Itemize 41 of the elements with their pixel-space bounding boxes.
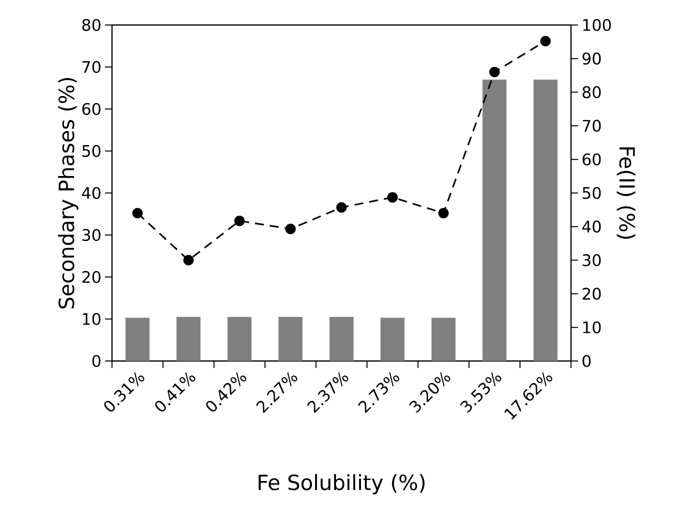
point [336, 202, 347, 213]
point [489, 66, 500, 78]
bar [330, 316, 354, 361]
point [132, 208, 143, 218]
y-tick-label: 70 [82, 60, 100, 74]
point [387, 192, 398, 203]
y-tick-label: 30 [82, 228, 100, 242]
bar [432, 318, 456, 361]
point [285, 224, 296, 234]
y-axis-title: Secondary Phases (%) [58, 78, 78, 308]
y2-tick-label: 80 [582, 86, 601, 98]
x-axis-title: Fe Solubility (%) [258, 474, 425, 494]
point [234, 216, 245, 226]
y2-tick-label: 0 [582, 354, 591, 368]
y-tick-label: 40 [82, 186, 100, 200]
y2-tick-label: 90 [582, 52, 601, 65]
y-tick-label: 60 [82, 102, 100, 116]
bar [126, 318, 150, 361]
y2-tick-label: 100 [583, 18, 611, 32]
y-tick-label: 10 [82, 312, 100, 326]
bar [278, 316, 303, 361]
y2-tick-label: 70 [582, 120, 601, 132]
point [183, 254, 194, 266]
y-tick-label: 80 [82, 18, 100, 32]
bar [482, 80, 506, 361]
point [438, 208, 449, 218]
y2-axis-title: Fe(II) (%) [616, 147, 636, 239]
bar [380, 318, 404, 361]
y2-tick-label: 20 [582, 288, 601, 300]
y-tick-label: 0 [92, 354, 100, 368]
y2-tick-label: 50 [582, 186, 601, 200]
bar [534, 80, 558, 361]
bar [176, 316, 201, 361]
point [540, 36, 551, 46]
y2-tick-label: 30 [582, 254, 601, 266]
y2-tick-label: 40 [582, 220, 601, 233]
y-tick-label: 50 [82, 144, 100, 158]
y2-tick-label: 60 [582, 153, 601, 166]
bar [228, 316, 252, 361]
y2-tick-label: 10 [583, 321, 601, 334]
y-tick-label: 20 [82, 270, 100, 284]
